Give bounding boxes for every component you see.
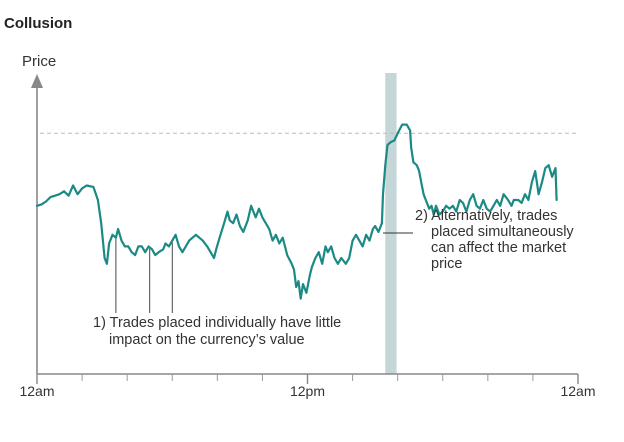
annotation-pointers	[115, 232, 413, 313]
highlight-band	[385, 73, 397, 374]
annotation-note-1: 1) Trades placed individually have littl…	[93, 315, 341, 348]
x-tick-label: 12am	[19, 383, 54, 399]
y-axis-arrow-icon	[31, 74, 43, 88]
annotation-note-2: 2) Alternatively, trades placed simultan…	[415, 208, 574, 272]
minor-ticks	[81, 374, 534, 381]
x-axis: 12am 12pm 12am	[19, 373, 596, 399]
note2-line-1: 2) Alternatively, trades	[415, 208, 557, 224]
highlight-band-layer	[385, 73, 397, 374]
y-axis-label: Price	[22, 53, 56, 70]
price-line	[35, 123, 558, 300]
note2-line-3: can affect the market	[431, 240, 566, 256]
note2-line-2: placed simultaneously	[431, 224, 574, 240]
price-series	[35, 123, 558, 300]
major-ticks: 12am 12pm 12am	[19, 374, 596, 399]
note2-line-4: price	[431, 256, 462, 272]
note1-line-2: impact on the currency’s value	[109, 332, 305, 348]
note1-line-1: 1) Trades placed individually have littl…	[93, 315, 341, 331]
chart-title: Collusion	[4, 15, 72, 32]
y-axis	[31, 74, 43, 374]
x-tick-label: 12pm	[290, 383, 325, 399]
x-tick-label: 12am	[560, 383, 595, 399]
